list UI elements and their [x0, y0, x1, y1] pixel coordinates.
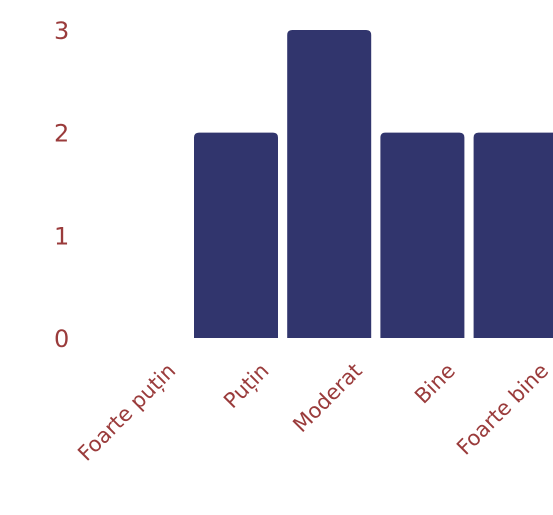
bar-3 [380, 132, 465, 338]
x-tick-label: Foarte bine [452, 359, 553, 460]
y-tick-label: 2 [54, 120, 69, 148]
y-tick-label: 1 [54, 222, 69, 250]
bars [194, 30, 553, 338]
y-tick-label: 3 [54, 17, 69, 45]
x-tick-label: Puțin [219, 359, 273, 413]
y-axis: 0 1 2 3 [54, 17, 69, 353]
x-tick-label: Foarte puțin [73, 359, 180, 466]
bar-1 [194, 132, 278, 338]
x-tick-label: Moderat [288, 359, 366, 437]
y-tick-label: 0 [54, 325, 69, 353]
x-tick-label: Bine [410, 359, 460, 409]
bar-4 [473, 132, 553, 338]
bar-2 [287, 30, 372, 338]
